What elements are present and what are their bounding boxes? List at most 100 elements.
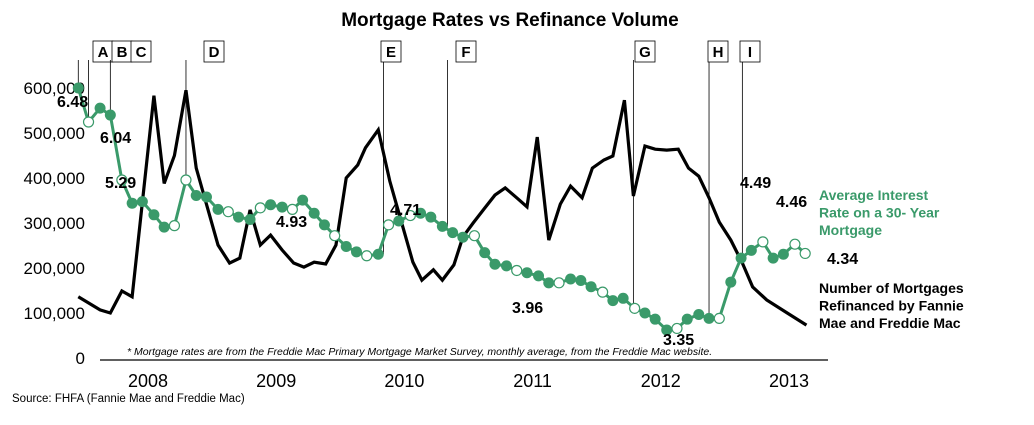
event-label: B <box>117 44 128 61</box>
rate-point <box>553 277 565 289</box>
legend-rate-line: Mortgage <box>819 222 882 238</box>
rate-point <box>425 211 437 223</box>
rate-point <box>617 292 629 304</box>
data-label: 3.96 <box>512 300 543 317</box>
rate-point <box>500 260 512 272</box>
x-tick-label: 2010 <box>384 371 424 391</box>
legend-refinance-line: Mae and Freddie Mac <box>819 315 961 331</box>
data-label: 4.46 <box>776 194 807 211</box>
rate-point <box>222 206 234 218</box>
event-box <box>707 40 729 63</box>
data-label: 3.35 <box>663 332 694 349</box>
legend-rate-line: Average Interest <box>819 187 929 203</box>
data-label: 4.34 <box>827 251 858 268</box>
x-tick-label: 2011 <box>513 371 552 391</box>
rate-point <box>511 264 523 277</box>
event-marker-d: D <box>185 40 225 181</box>
rate-point <box>350 246 362 258</box>
refinance-line <box>77 89 808 327</box>
rate-point <box>703 312 715 324</box>
rate-point <box>415 207 427 219</box>
y-tick-label: 200,000 <box>24 259 85 278</box>
chart-title: Mortgage Rates vs Refinance Volume <box>341 10 679 31</box>
rate-point <box>799 247 811 260</box>
rate-point <box>597 286 609 298</box>
rate-point <box>671 322 683 335</box>
data-labels: 6.48 6.04 5.29 4.93 4.71 3.96 3.35 4.49 4.46 4.34 <box>57 94 858 349</box>
event-marker-g: G <box>632 40 656 309</box>
y-tick-label: 100,000 <box>24 304 85 323</box>
rate-point <box>479 247 491 259</box>
footnote: * Mortgage rates are from the Freddie Ma… <box>127 346 712 358</box>
rate-point <box>777 248 789 260</box>
event-marker-i: I <box>739 40 761 259</box>
rate-point <box>533 270 545 282</box>
rate-point <box>82 116 95 128</box>
rate-point <box>265 199 277 211</box>
y-tick-label: 400,000 <box>24 169 85 188</box>
event-box <box>203 40 225 63</box>
event-marker-h: H <box>707 40 729 319</box>
rate-point <box>190 189 202 201</box>
refinance-series <box>77 89 808 327</box>
rate-point <box>361 250 373 262</box>
rate-point <box>681 313 693 325</box>
data-label: 6.04 <box>100 130 131 147</box>
rate-point <box>457 231 469 243</box>
legend-refinance-line: Number of Mortgages <box>819 280 964 296</box>
rate-point <box>116 174 128 186</box>
rate-point <box>713 312 725 325</box>
rate-point <box>468 230 481 242</box>
legend-rate-line: Rate on a 30- Year <box>819 205 940 221</box>
rate-point <box>318 219 330 231</box>
data-label: 4.49 <box>740 175 771 192</box>
rate-point <box>629 302 641 314</box>
rate-point <box>607 295 619 307</box>
rate-point <box>757 236 769 248</box>
event-marker-c: C <box>109 40 152 116</box>
data-label: 6.48 <box>57 94 88 111</box>
rate-point <box>489 258 501 270</box>
rate-point <box>639 307 651 319</box>
event-box <box>130 40 152 63</box>
rate-point <box>404 209 416 222</box>
x-tick-label: 2013 <box>769 371 809 391</box>
rate-point <box>372 248 384 260</box>
event-label: G <box>639 44 651 61</box>
rate-point <box>168 220 181 232</box>
legend-refinance-line: Refinanced by Fannie <box>819 298 964 314</box>
data-label: 4.93 <box>276 214 307 231</box>
rate-point <box>308 207 320 219</box>
rate-point <box>212 203 224 215</box>
rate-point <box>158 221 170 233</box>
x-tick-label: 2009 <box>256 371 296 391</box>
rate-point <box>735 252 747 264</box>
legend-refinance: Number of Mortgages Refinanced by FannieM… <box>819 280 964 331</box>
rate-point <box>276 201 288 213</box>
x-axis: 2008 2009 2010 2011 2012 2013 <box>128 371 809 391</box>
event-label: H <box>713 44 724 61</box>
y-tick-label: 0 <box>76 349 85 368</box>
rate-point <box>393 215 405 227</box>
event-marker-a: A <box>77 40 114 88</box>
rate-point <box>693 309 705 321</box>
y-tick-label: 600,000 <box>24 79 85 98</box>
rate-point <box>585 281 597 293</box>
rate-point <box>521 267 533 279</box>
rate-point <box>447 227 459 239</box>
event-box <box>380 40 402 63</box>
rate-point <box>126 197 138 209</box>
rate-point <box>254 202 266 214</box>
data-label: 4.71 <box>390 202 421 219</box>
rate-point <box>543 277 555 289</box>
rate-point <box>575 275 587 287</box>
rate-point <box>233 211 245 223</box>
rate-point <box>136 196 148 208</box>
x-tick-label: 2012 <box>641 371 681 391</box>
event-label: E <box>386 44 396 61</box>
rate-point <box>767 252 779 264</box>
event-box <box>634 40 656 63</box>
event-marker-f: F <box>447 40 477 227</box>
event-label: I <box>748 44 752 61</box>
